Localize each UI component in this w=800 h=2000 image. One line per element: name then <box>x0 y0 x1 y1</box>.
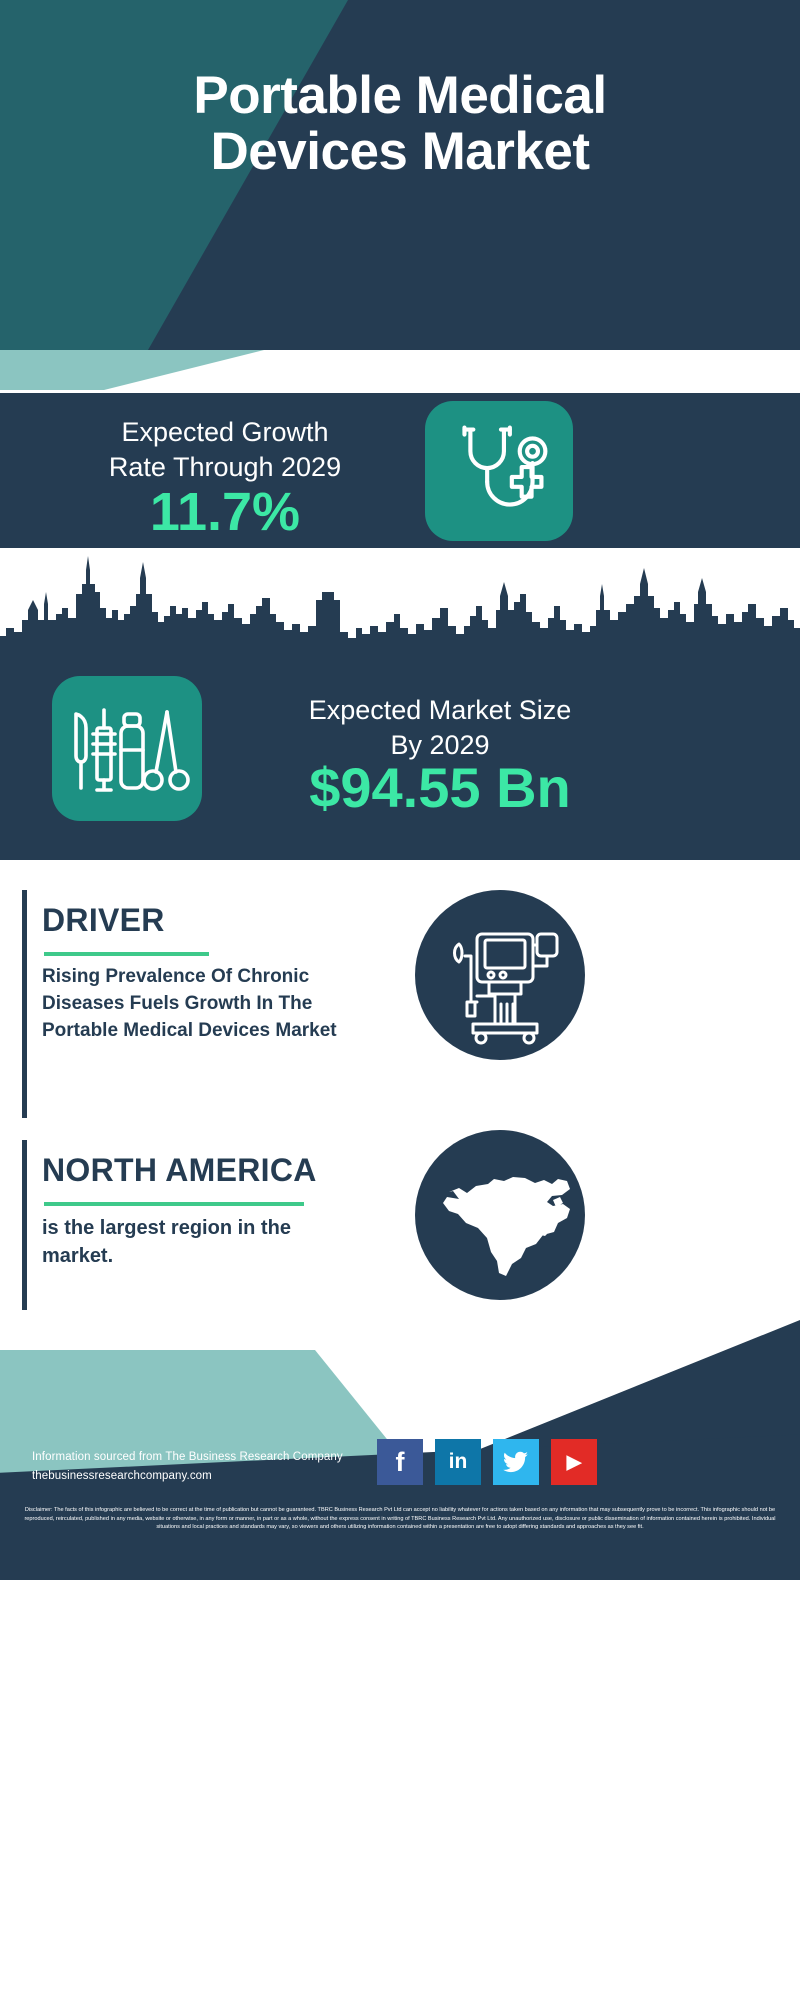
linkedin-glyph: in <box>448 1450 468 1473</box>
header-teal-wedge <box>0 350 264 390</box>
page-title-line1: Portable Medical <box>193 66 607 125</box>
driver-text: Rising Prevalence Of Chronic Diseases Fu… <box>42 966 337 1041</box>
insights-section: DRIVER Rising Prevalence Of Chronic Dise… <box>0 860 800 1320</box>
footer-website-link[interactable]: thebusinessresearchcompany.com <box>32 1470 212 1482</box>
linkedin-icon[interactable]: in <box>435 1439 481 1485</box>
footer-source-text: Information sourced from The Business Re… <box>32 1451 343 1463</box>
growth-rate-section: Expected Growth Rate Through 2029 11.7% <box>0 393 800 548</box>
stethoscope-cross-icon <box>425 401 573 541</box>
market-size-section: Expected Market Size By 2029 $94.55 Bn <box>0 548 800 860</box>
page-title: Portable Medical Devices Market <box>0 66 800 182</box>
twitter-bird-glyph <box>503 1451 528 1473</box>
page-title-line2: Devices Market <box>210 122 590 182</box>
driver-title: DRIVER <box>42 902 165 938</box>
facebook-icon[interactable]: f <box>377 1439 423 1485</box>
twitter-icon[interactable] <box>493 1439 539 1485</box>
region-text: is the largest region in the market. <box>42 1217 291 1268</box>
growth-rate-label-line1: Expected Growth <box>121 417 329 447</box>
disclaimer-text: Disclaimer: The facts of this infographi… <box>24 1507 776 1531</box>
north-america-map-icon <box>415 1130 585 1300</box>
market-size-label-line2: By 2029 <box>390 730 490 761</box>
disclaimer-band: Disclaimer: The facts of this infographi… <box>0 1498 800 1580</box>
market-size-value: $94.55 Bn <box>309 756 571 819</box>
region-title: NORTH AMERICA <box>42 1152 317 1188</box>
footer: Information sourced from The Business Re… <box>0 1320 800 2000</box>
region-underline <box>44 1202 304 1206</box>
driver-accent-bar <box>22 890 27 1118</box>
header-banner: Portable Medical Devices Market <box>0 0 800 350</box>
market-size-label-line1: Expected Market Size <box>308 695 572 725</box>
growth-rate-label: Expected Growth Rate Through 2029 <box>30 415 420 485</box>
city-skyline-graphic <box>0 556 800 668</box>
market-size-label: Expected Market Size By 2029 <box>240 693 640 763</box>
medical-ventilator-icon <box>415 890 585 1060</box>
driver-underline <box>44 952 209 956</box>
growth-rate-value: 11.7% <box>149 482 301 542</box>
youtube-icon[interactable]: ▶ <box>551 1439 597 1485</box>
region-accent-bar <box>22 1140 27 1310</box>
growth-rate-label-line2: Rate Through 2029 <box>108 452 342 483</box>
youtube-glyph: ▶ <box>566 1451 582 1473</box>
facebook-glyph: f <box>395 1446 405 1477</box>
medical-instruments-icon <box>52 676 202 821</box>
